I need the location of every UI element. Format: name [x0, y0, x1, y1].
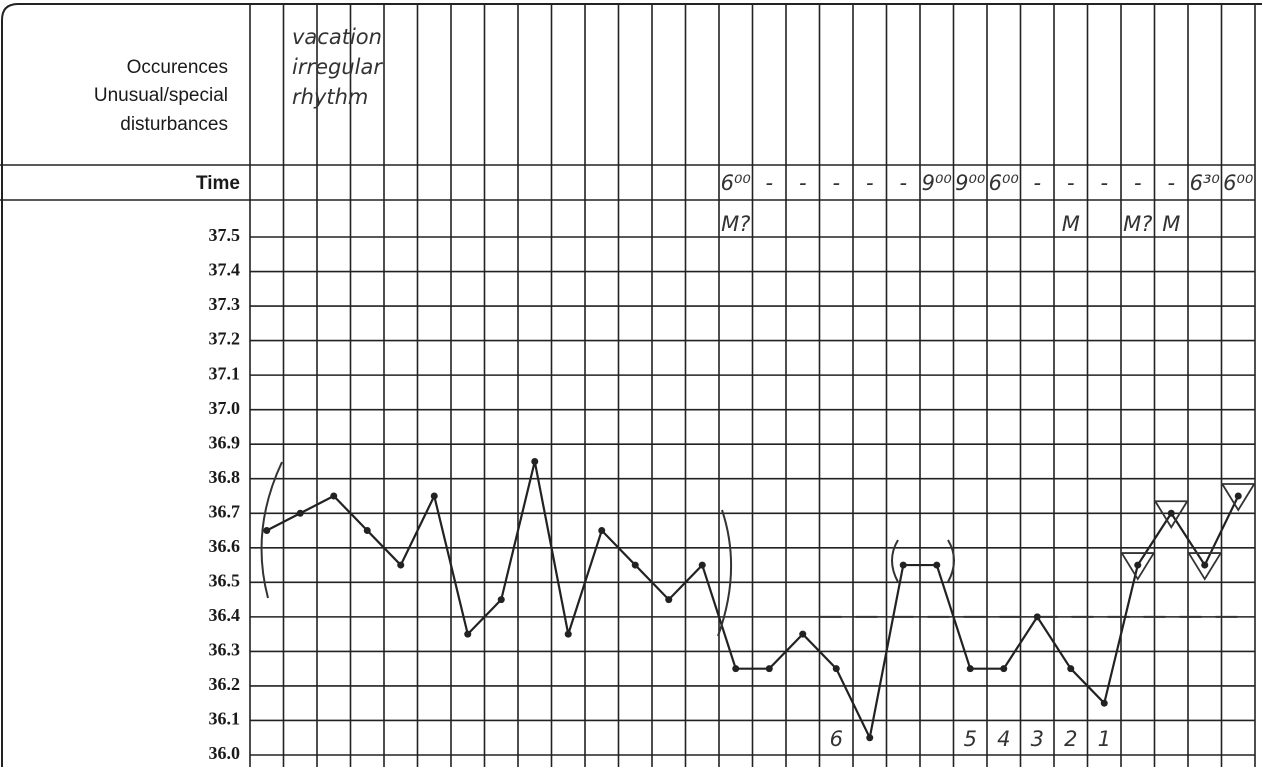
time-mark: 6⁰⁰	[989, 171, 1020, 195]
y-tick-label: 36.2	[209, 674, 241, 694]
note: rhythm	[292, 85, 368, 109]
y-tick-label: 37.1	[209, 363, 241, 383]
time-label: Time	[196, 173, 240, 194]
y-tick-label: 36.0	[209, 743, 241, 763]
time-mark: -	[1067, 171, 1075, 195]
triangle	[1187, 552, 1223, 581]
temperature-point	[531, 457, 539, 465]
y-tick-label: 36.5	[209, 570, 241, 590]
time-mark: -	[899, 171, 907, 195]
temperature-point	[497, 596, 505, 604]
page-border	[1, 3, 1262, 767]
temperature-point	[1000, 665, 1008, 673]
time-mark: 9⁰⁰	[955, 171, 986, 195]
cycle-mark: M	[1062, 212, 1080, 236]
temperature-point	[296, 509, 304, 517]
y-tick-label: 36.9	[209, 432, 241, 452]
triangle	[1153, 500, 1189, 529]
temperature-point	[1067, 665, 1075, 673]
temperature-point	[966, 665, 974, 673]
temperature-point	[1100, 699, 1108, 707]
bracket	[260, 461, 283, 599]
y-tick-label: 37.2	[209, 329, 241, 349]
bracket	[891, 539, 899, 583]
y-tick-label: 36.3	[209, 640, 241, 660]
time-mark: -	[832, 171, 840, 195]
count-mark: 1	[1098, 727, 1111, 751]
cycle-mark: M?	[1123, 212, 1152, 236]
time-mark: 6³⁰	[1190, 171, 1221, 195]
count-mark: 5	[964, 727, 977, 751]
temperature-point	[564, 630, 572, 638]
note: vacation	[292, 25, 382, 49]
count-mark: 6	[830, 727, 843, 751]
temperature-point	[665, 596, 673, 604]
triangle	[1220, 483, 1256, 512]
temperature-point	[933, 561, 941, 569]
temperature-point	[799, 630, 807, 638]
temperature-point	[1033, 613, 1041, 621]
temperature-point	[598, 527, 606, 535]
count-mark: 3	[1031, 727, 1044, 751]
time-mark: -	[1100, 171, 1108, 195]
temperature-point	[1234, 492, 1242, 500]
temperature-point	[866, 734, 874, 742]
time-mark: -	[1167, 171, 1175, 195]
temperature-point	[631, 561, 639, 569]
temperature-point	[397, 561, 405, 569]
cycle-mark: M?	[721, 212, 750, 236]
temperature-line	[266, 461, 1240, 742]
y-tick-label: 36.7	[209, 501, 241, 521]
y-tick-label: 36.6	[209, 536, 241, 556]
cycle-mark: M	[1162, 212, 1180, 236]
y-tick-label: 37.5	[209, 225, 241, 245]
time-mark: 6⁰⁰	[1223, 171, 1254, 195]
temperature-point	[430, 492, 438, 500]
count-mark: 4	[997, 727, 1010, 751]
header-label: disturbances	[120, 114, 228, 135]
time-mark: 6⁰⁰	[721, 171, 752, 195]
temperature-point	[263, 527, 271, 535]
temperature-point	[732, 665, 740, 673]
count-mark: 2	[1064, 727, 1077, 751]
time-mark: -	[1134, 171, 1142, 195]
time-mark: 9⁰⁰	[922, 171, 953, 195]
y-tick-label: 37.0	[209, 398, 241, 418]
bracket	[717, 509, 733, 637]
time-mark: -	[866, 171, 874, 195]
header-label: Unusual/special	[94, 85, 228, 106]
y-tick-label: 37.3	[209, 294, 241, 314]
y-tick-label: 37.4	[209, 260, 241, 280]
temperature-point	[1201, 561, 1209, 569]
triangle	[1120, 552, 1156, 581]
time-mark: -	[765, 171, 773, 195]
note: irregular	[292, 55, 383, 79]
y-tick-label: 36.4	[209, 605, 241, 625]
temperature-point	[1134, 561, 1142, 569]
temperature-point	[330, 492, 338, 500]
temperature-point	[832, 665, 840, 673]
temperature-point	[464, 630, 472, 638]
y-tick-label: 36.1	[209, 709, 241, 729]
y-tick-label: 36.8	[209, 467, 241, 487]
temperature-point	[698, 561, 706, 569]
time-mark: -	[1033, 171, 1041, 195]
header-label: Occurences	[127, 57, 228, 78]
time-mark: -	[799, 171, 807, 195]
temperature-point	[899, 561, 907, 569]
bracket	[947, 539, 955, 583]
temperature-point	[1167, 509, 1175, 517]
temperature-point	[765, 665, 773, 673]
temperature-point	[363, 527, 371, 535]
